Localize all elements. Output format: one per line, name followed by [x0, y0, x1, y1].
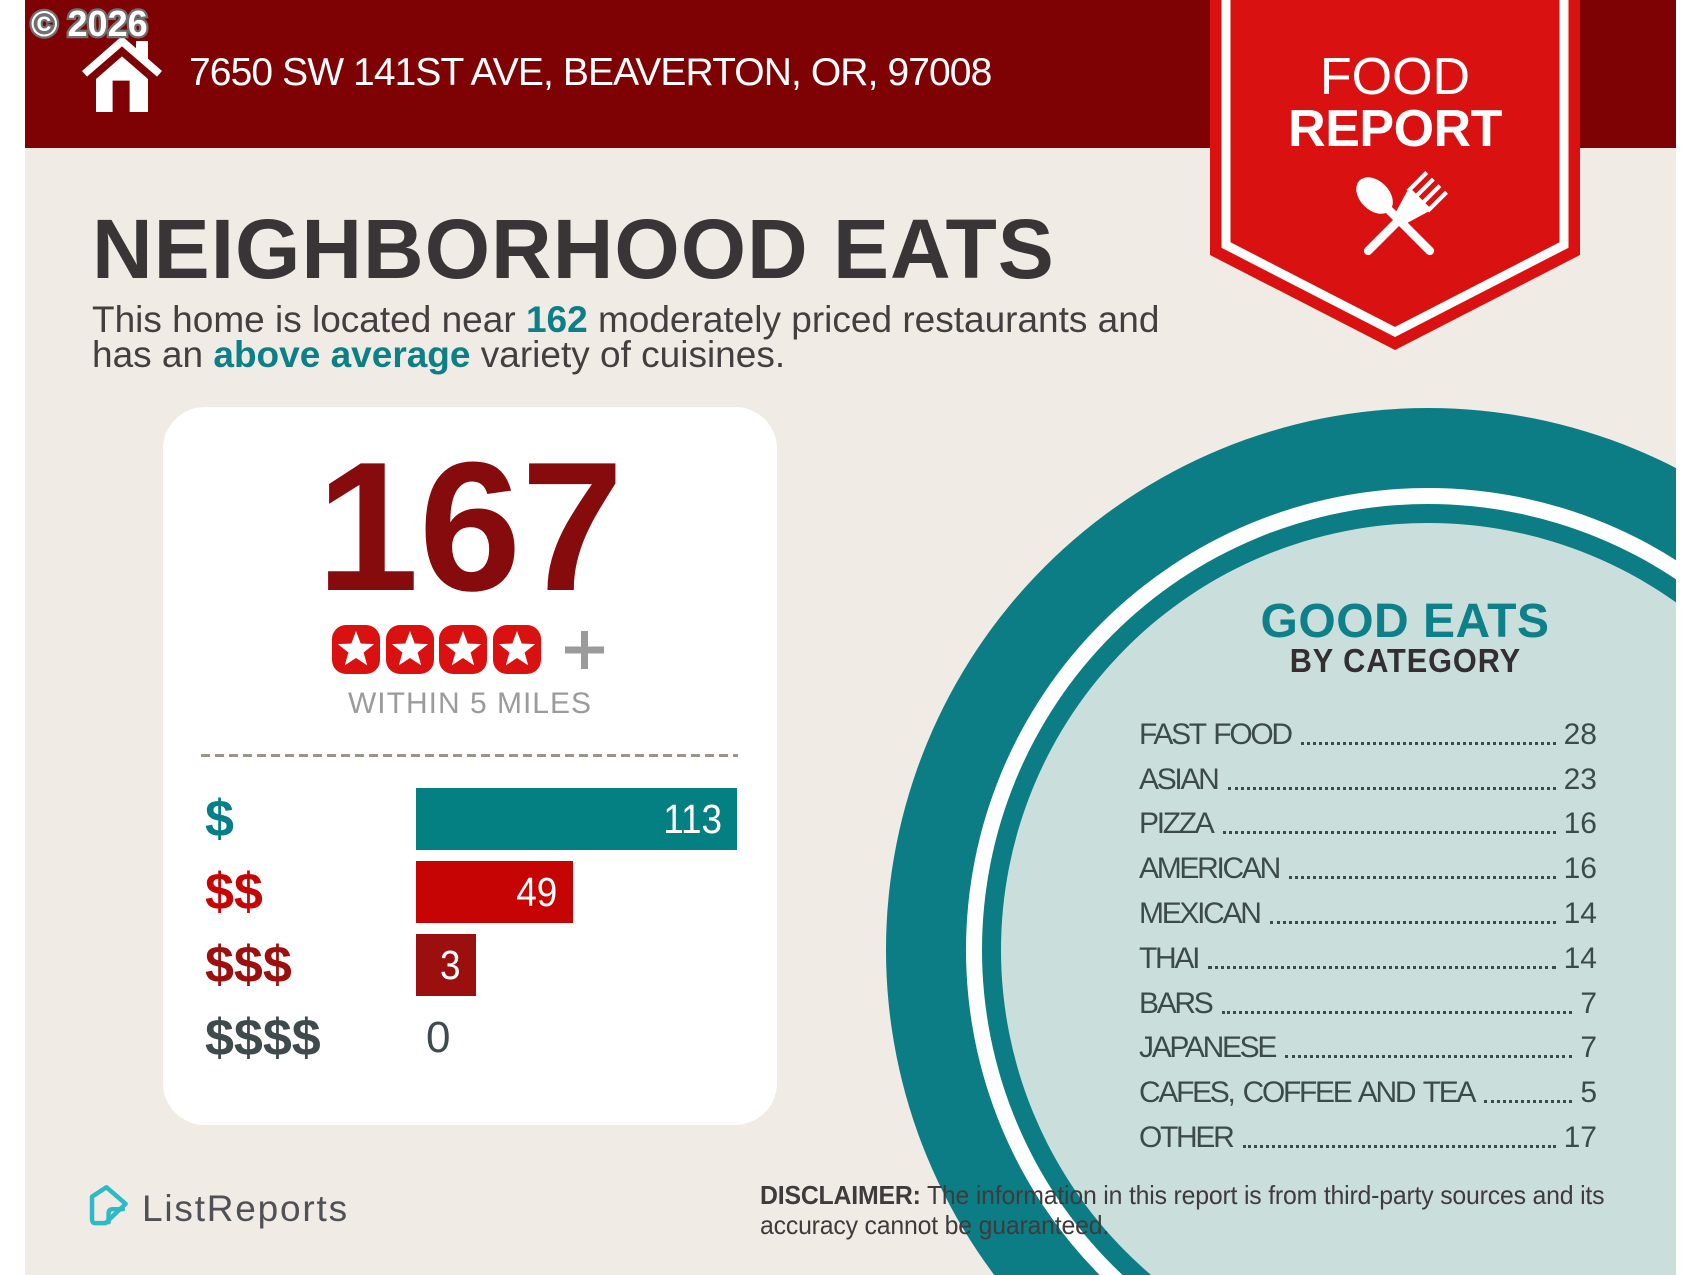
- svg-text:FOOD: FOOD: [1320, 48, 1470, 106]
- svg-text:© 2026: © 2026: [31, 3, 148, 44]
- svg-text:REPORT: REPORT: [1288, 100, 1502, 158]
